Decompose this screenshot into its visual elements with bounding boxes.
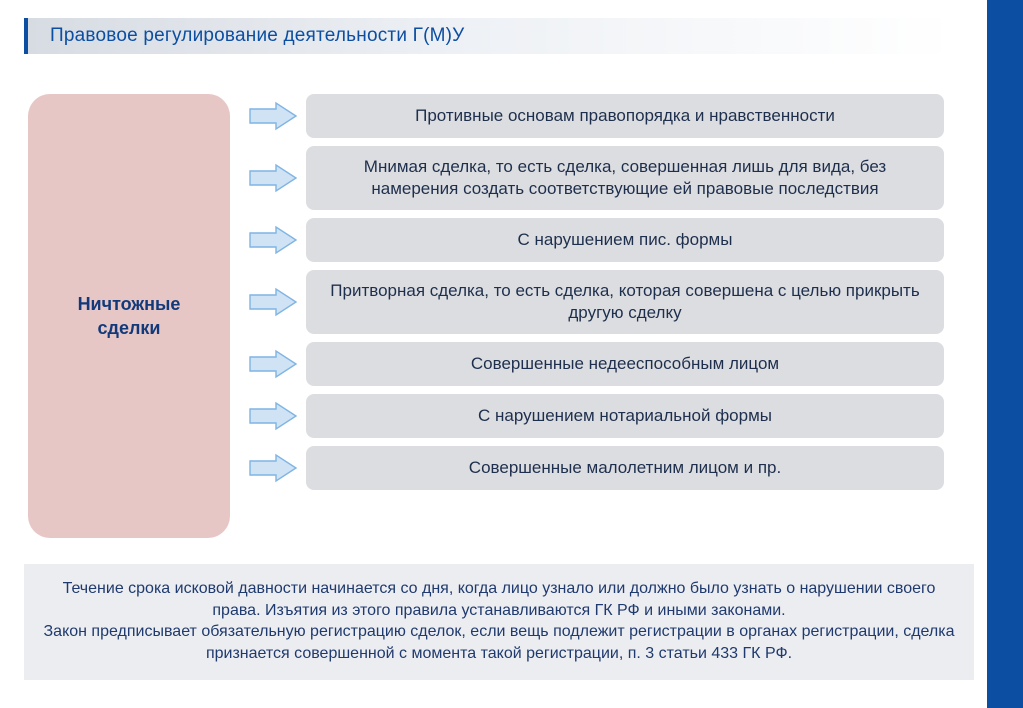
arrow-shape (250, 165, 296, 191)
list-row: Мнимая сделка, то есть сделка, совершенн… (248, 146, 944, 210)
list-item-text: Противные основам правопорядка и нравств… (415, 105, 835, 127)
list-item: Противные основам правопорядка и нравств… (306, 94, 944, 138)
category-label: Ничтожные сделки (46, 292, 212, 341)
arrow-shape (250, 351, 296, 377)
arrow-right-icon (248, 287, 306, 317)
list-item-text: Мнимая сделка, то есть сделка, совершенн… (328, 156, 922, 200)
title-bar: Правовое регулирование деятельности Г(М)… (24, 18, 954, 54)
list-item-text: Притворная сделка, то есть сделка, котор… (328, 280, 922, 324)
footer-paragraph-1: Течение срока исковой давности начинаетс… (42, 578, 956, 621)
list-item: С нарушением пис. формы (306, 218, 944, 262)
arrow-right-icon (248, 453, 306, 483)
arrow-right-icon (248, 101, 306, 131)
items-column: Противные основам правопорядка и нравств… (248, 94, 944, 490)
list-item-text: С нарушением нотариальной формы (478, 405, 772, 427)
list-item-text: Совершенные недееспособным лицом (471, 353, 779, 375)
arrow-shape (250, 227, 296, 253)
arrow-shape (250, 103, 296, 129)
footer-note: Течение срока исковой давности начинаетс… (24, 564, 974, 680)
page-title: Правовое регулирование деятельности Г(М)… (50, 25, 464, 47)
list-row: Притворная сделка, то есть сделка, котор… (248, 270, 944, 334)
list-row: Противные основам правопорядка и нравств… (248, 94, 944, 138)
list-row: С нарушением нотариальной формы (248, 394, 944, 438)
arrow-right-icon (248, 225, 306, 255)
list-item: Мнимая сделка, то есть сделка, совершенн… (306, 146, 944, 210)
list-item-text: Совершенные малолетним лицом и пр. (469, 457, 781, 479)
list-item: Совершенные недееспособным лицом (306, 342, 944, 386)
footer-paragraph-2: Закон предписывает обязательную регистра… (42, 621, 956, 664)
arrow-shape (250, 455, 296, 481)
right-accent-band (987, 0, 1023, 708)
arrow-shape (250, 289, 296, 315)
list-row: С нарушением пис. формы (248, 218, 944, 262)
list-row: Совершенные малолетним лицом и пр. (248, 446, 944, 490)
list-row: Совершенные недееспособным лицом (248, 342, 944, 386)
arrow-right-icon (248, 163, 306, 193)
arrow-shape (250, 403, 296, 429)
list-item: С нарушением нотариальной формы (306, 394, 944, 438)
arrow-right-icon (248, 349, 306, 379)
arrow-right-icon (248, 401, 306, 431)
list-item: Совершенные малолетним лицом и пр. (306, 446, 944, 490)
category-box: Ничтожные сделки (28, 94, 230, 538)
list-item: Притворная сделка, то есть сделка, котор… (306, 270, 944, 334)
list-item-text: С нарушением пис. формы (518, 229, 733, 251)
